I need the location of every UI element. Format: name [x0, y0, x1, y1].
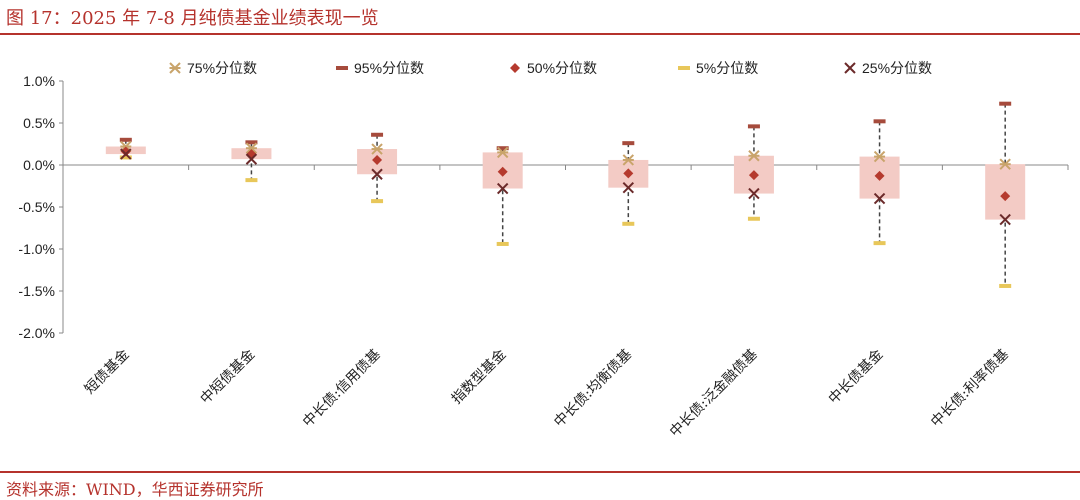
y-tick-label: 0.5%	[23, 115, 55, 131]
category-group	[231, 140, 272, 183]
category-group	[105, 137, 146, 160]
legend-label: 5%分位数	[696, 60, 758, 76]
cross-stroke	[873, 192, 886, 205]
category-group	[608, 141, 649, 226]
category-label: 中长债:均衡债基	[550, 346, 635, 431]
cross-stroke	[622, 181, 635, 194]
legend-item-p95: 95%分位数	[336, 60, 424, 76]
category-group	[733, 124, 774, 221]
category-label: 中长债:泛金融债基	[666, 346, 761, 441]
category-group	[859, 119, 900, 246]
y-tick-label: -1.5%	[18, 283, 55, 299]
cross-stroke	[999, 213, 1011, 226]
diamond-shape	[510, 63, 520, 73]
diamond-shape	[748, 170, 759, 181]
source-note: 资料来源：WIND，华西证券研究所	[6, 480, 264, 499]
category-label: 中长债基金	[825, 346, 887, 408]
cross-stroke	[120, 148, 132, 160]
y-tick-label: 1.0%	[23, 73, 55, 89]
box-plot-chart: 1.0% 0.5% 0.0% -0.5% -1.0% -1.5% -2.0% 短债基金 中短债…	[18, 60, 1069, 441]
diamond-shape	[874, 170, 885, 181]
figure-title: 图 17：2025 年 7-8 月纯债基金业绩表现一览	[6, 8, 379, 29]
legend-label: 50%分位数	[527, 60, 597, 76]
title-rule	[0, 33, 1080, 35]
diamond-shape	[120, 146, 131, 157]
y-axis: 1.0% 0.5% 0.0% -0.5% -1.0% -1.5% -2.0%	[18, 73, 64, 341]
y-tick-label: -0.5%	[18, 199, 55, 215]
y-tick-label: -1.0%	[18, 241, 55, 257]
y-tick-label: -2.0%	[18, 325, 55, 341]
category-group	[357, 132, 398, 204]
category-label: 短债基金	[81, 346, 133, 398]
cross-stroke	[371, 168, 383, 180]
legend-label: 75%分位数	[187, 60, 257, 76]
source-rule	[0, 471, 1080, 473]
category-label: 中短债基金	[197, 346, 259, 408]
category-label: 中长债:利率债基	[927, 346, 1012, 431]
category-group	[985, 101, 1026, 288]
series-marks	[105, 101, 1026, 288]
legend-item-p25: 25%分位数	[844, 60, 932, 76]
legend-item-p50: 50%分位数	[510, 60, 597, 76]
cross-stroke	[496, 182, 509, 195]
cross-stroke	[844, 62, 856, 74]
legend-item-p75: 75%分位数	[169, 60, 257, 76]
diamond-shape	[1000, 191, 1011, 202]
legend: 75%分位数 95%分位数 50%分位数 5%分位数 25%分位数	[169, 60, 932, 76]
legend-item-p5: 5%分位数	[678, 60, 758, 76]
category-group	[482, 146, 523, 246]
diamond-shape	[372, 154, 383, 165]
cross-stroke	[748, 187, 760, 200]
diamond-shape	[623, 168, 634, 179]
category-label: 指数型基金	[448, 346, 510, 408]
legend-label: 95%分位数	[354, 60, 424, 76]
cross-stroke	[245, 153, 258, 165]
x-axis: 短债基金 中短债基金 中长债:信用债基 指数型基金 中长债:均衡债基 中长债:泛金融债基 中…	[62, 164, 1069, 441]
category-label: 中长债:信用债基	[299, 346, 384, 431]
legend-label: 25%分位数	[862, 60, 932, 76]
diamond-shape	[497, 166, 508, 177]
y-tick-label: 0.0%	[23, 157, 55, 173]
